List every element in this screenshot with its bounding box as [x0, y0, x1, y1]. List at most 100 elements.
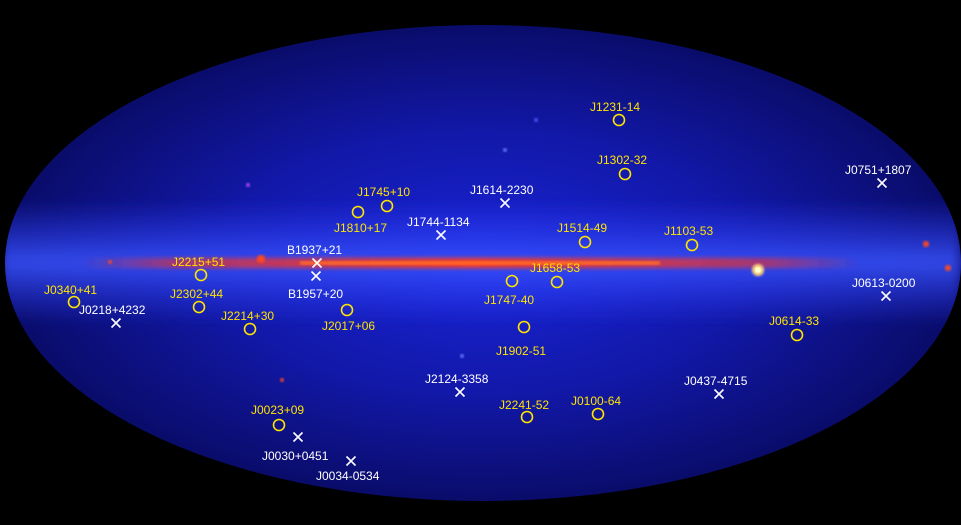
pulsar-label: J1231-14: [590, 100, 640, 114]
pulsar-label: J1747-40: [484, 293, 534, 307]
pulsar-label: B1957+20: [288, 287, 343, 301]
pulsar-marker: J0614-33: [769, 314, 819, 342]
pulsar-label: J0340+41: [44, 283, 97, 297]
pulsar-label: J1810+17: [334, 221, 387, 235]
pulsar-marker: J0613-0200: [852, 276, 916, 302]
circle-marker: [591, 407, 605, 421]
cross-marker: [880, 290, 892, 302]
circle-marker: [351, 205, 365, 219]
pulsar-marker: J2302+44: [170, 287, 223, 314]
circle-marker: [67, 295, 81, 309]
pulsar-label: J0023+09: [251, 403, 304, 417]
pulsar-label: J0613-0200: [852, 276, 916, 290]
point-source: [108, 260, 112, 264]
pulsar-marker: J1745+10: [357, 185, 410, 213]
circle-marker: [685, 238, 699, 252]
pulsar-label: J1745+10: [357, 185, 410, 199]
pulsar-markers: J1231-14 J1302-32 J1745+10 J1810+17 J1514-49…: [44, 100, 916, 483]
cross-marker: [292, 431, 304, 443]
pulsar-marker: J1902-51: [496, 320, 546, 358]
pulsar-marker: J0034-0534: [316, 455, 380, 483]
pulsar-label: J2124-3358: [425, 372, 489, 386]
pulsar-marker: J1810+17: [334, 205, 387, 235]
circle-marker: [520, 410, 534, 424]
pulsar-marker: J1658-53: [530, 261, 580, 289]
point-source: [534, 118, 538, 122]
pulsar-label: J1744-1134: [407, 215, 470, 229]
pulsar-marker: J1614-2230: [470, 183, 534, 209]
pulsar-marker: B1937+21: [287, 243, 342, 269]
cross-marker: [454, 386, 466, 398]
circle-marker: [790, 328, 804, 342]
pulsar-marker: J1231-14: [590, 100, 640, 127]
cross-marker: [499, 197, 511, 209]
circle-marker: [578, 235, 592, 249]
pulsar-label: J2302+44: [170, 287, 223, 301]
pulsar-label: J0034-0534: [316, 469, 380, 483]
pulsar-marker: J0340+41: [44, 283, 97, 309]
cross-marker: [876, 177, 888, 189]
pulsar-label: J0614-33: [769, 314, 819, 328]
cross-marker: [345, 455, 357, 467]
pulsar-marker: J0100-64: [571, 394, 621, 421]
pulsar-marker: J1744-1134: [407, 215, 470, 241]
point-source: [460, 354, 464, 358]
pulsar-label: J2241-52: [499, 398, 549, 412]
pulsar-marker: B1957+20: [288, 270, 343, 301]
circle-marker: [192, 300, 206, 314]
bright-source: [923, 241, 929, 247]
pulsar-label: J0030+0451: [262, 449, 329, 463]
pulsar-marker: J0218+4232: [79, 303, 146, 329]
pulsar-marker: J2124-3358: [425, 372, 489, 398]
circle-marker: [340, 303, 354, 317]
circle-marker: [243, 322, 257, 336]
bright-source: [257, 255, 265, 263]
pulsar-marker: J2214+30: [221, 309, 274, 336]
pulsar-label: B1937+21: [287, 243, 342, 257]
pulsar-marker: J0023+09: [251, 403, 304, 432]
pulsar-marker: J1103-53: [664, 224, 713, 252]
pulsar-label: J0100-64: [571, 394, 621, 408]
pulsar-marker: J0030+0451: [262, 431, 329, 463]
cross-marker: [110, 317, 122, 329]
pulsar-label: J1103-53: [664, 224, 713, 238]
pulsar-label: J0437-4715: [684, 374, 748, 388]
circle-marker: [272, 418, 286, 432]
bright-source-core: [755, 267, 761, 273]
circle-marker: [618, 167, 632, 181]
pulsar-label: J2214+30: [221, 309, 274, 323]
cross-marker: [310, 270, 322, 282]
bright-source: [945, 265, 951, 271]
pulsar-label: J0218+4232: [79, 303, 146, 317]
galactic-emission: [5, 118, 961, 382]
pulsar-label: J2215+51: [172, 255, 225, 269]
circle-marker: [612, 113, 626, 127]
pulsar-marker: J0437-4715: [684, 374, 748, 400]
pulsar-marker: J2017+06: [322, 303, 375, 333]
pulsar-marker: J2215+51: [172, 255, 225, 282]
pulsar-label: J0751+1807: [845, 163, 912, 177]
pulsar-marker: J1747-40: [484, 274, 534, 307]
pulsar-label: J1658-53: [530, 261, 580, 275]
pulsar-marker: J2241-52: [499, 398, 549, 424]
circle-marker: [505, 274, 519, 288]
pulsar-label: J1614-2230: [470, 183, 534, 197]
pulsar-marker: J0751+1807: [845, 163, 912, 189]
circle-marker: [550, 275, 564, 289]
circle-marker: [194, 268, 208, 282]
circle-marker: [380, 199, 394, 213]
pulsar-label: J1514-49: [557, 221, 607, 235]
pulsar-label: J1902-51: [496, 344, 546, 358]
point-source: [503, 148, 507, 152]
pulsar-marker: J1302-32: [597, 153, 647, 181]
point-source: [280, 378, 284, 382]
circle-marker: [517, 320, 531, 334]
cross-marker: [311, 257, 323, 269]
pulsar-marker: J1514-49: [557, 221, 607, 249]
point-source: [246, 183, 250, 187]
cross-marker: [435, 229, 447, 241]
pulsar-label: J2017+06: [322, 319, 375, 333]
galactic-plane-core: [300, 261, 660, 265]
